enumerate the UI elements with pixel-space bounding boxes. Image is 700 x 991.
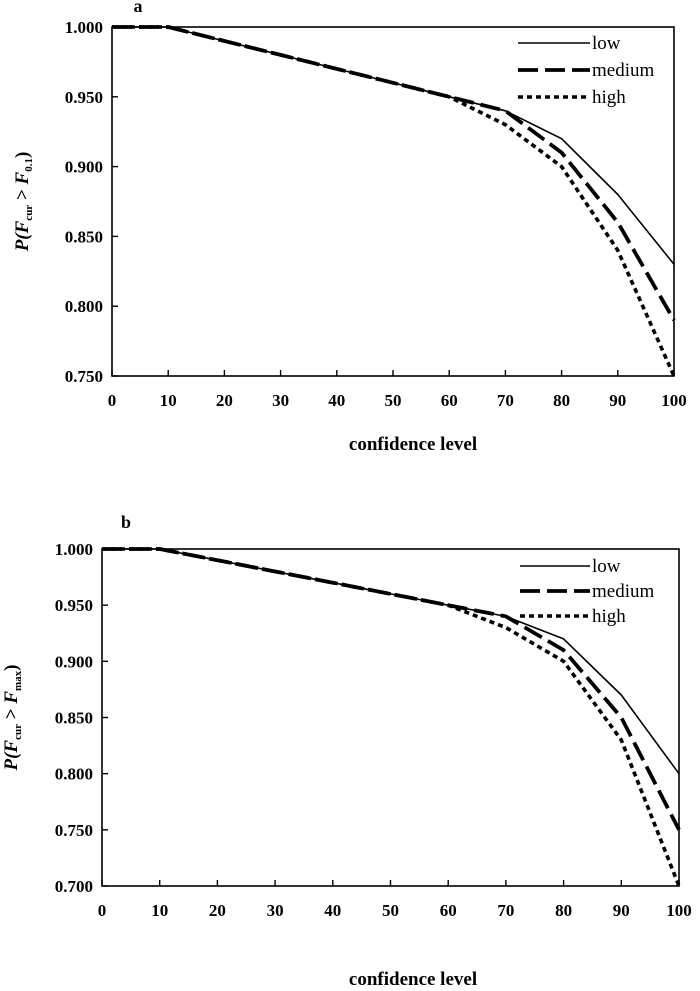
y-tick-label: 0.700 (55, 877, 93, 896)
legend-label-low: low (592, 556, 621, 577)
y-tick-label: 0.950 (65, 88, 103, 107)
x-tick-label: 60 (440, 901, 457, 920)
y-tick-label: 0.900 (65, 158, 103, 177)
series-line-low (112, 26, 675, 265)
x-tick-label: 50 (382, 901, 399, 920)
x-tick-label: 80 (553, 391, 570, 410)
x-tick-label: 0 (98, 901, 107, 920)
y-axis-title: P(Fcur > F0.1) (12, 152, 35, 253)
y-axis-title-gt: > (12, 184, 33, 204)
series-line-high (102, 547, 681, 887)
y-axis-title-p: P( (12, 232, 33, 253)
y-axis-title-sub: max (12, 670, 24, 691)
legend-label-medium: medium (592, 581, 654, 602)
y-tick-label: 0.800 (65, 297, 103, 316)
panel-letter: a (134, 0, 143, 16)
x-tick-label: 40 (324, 901, 341, 920)
y-axis-title-f: F (1, 740, 22, 754)
chart-panel-a: a 0 10 20 30 40 50 60 70 80 90 100 0.750 0.800 0.850 0.… (12, 0, 687, 455)
x-axis-title: confidence level (349, 434, 477, 455)
y-axis-title-close: ) (1, 664, 22, 670)
y-tick-label: 0.900 (55, 652, 93, 671)
x-tick-label: 70 (497, 391, 514, 410)
x-tick-label: 30 (272, 391, 289, 410)
x-tick-label: 70 (497, 901, 514, 920)
x-tick-label: 10 (151, 901, 168, 920)
series-line-medium (102, 547, 681, 831)
y-tick-label: 0.850 (65, 227, 103, 246)
y-tick-label: 0.800 (55, 765, 93, 784)
y-axis-title: P(Fcur > Fmax) (1, 664, 24, 771)
x-tick-label: 40 (328, 391, 345, 410)
y-axis-title-sub: cur (12, 724, 24, 740)
legend-label-medium: medium (592, 60, 654, 81)
x-tick-label: 10 (160, 391, 177, 410)
x-tick-label: 90 (613, 901, 630, 920)
plot-frame (111, 26, 675, 377)
series-line-high (112, 25, 676, 377)
x-axis-title: confidence level (349, 969, 477, 990)
x-tick-label: 100 (666, 901, 692, 920)
x-tick-label: 80 (555, 901, 572, 920)
y-axis-title-f: F (12, 220, 33, 234)
x-tick-label: 20 (216, 391, 233, 410)
y-tick-label: 1.000 (55, 540, 93, 559)
x-tick-label: 90 (609, 391, 626, 410)
y-tick-label: 1.000 (65, 18, 103, 37)
y-axis-title-sub: 0.1 (23, 158, 35, 172)
y-axis-title-p: P( (1, 751, 22, 772)
x-tick-label: 30 (267, 901, 284, 920)
panel-letter: b (121, 512, 131, 532)
y-tick-label: 0.750 (65, 367, 103, 386)
y-tick-label: 0.750 (55, 821, 93, 840)
x-tick-label: 0 (108, 391, 117, 410)
y-axis-title-sub: cur (23, 205, 35, 221)
x-tick-label: 60 (441, 391, 458, 410)
legend-label-high: high (592, 87, 626, 108)
legend-label-high: high (592, 606, 626, 627)
legend-label-low: low (592, 33, 621, 54)
y-tick-label: 0.850 (55, 709, 93, 728)
x-tick-label: 20 (209, 901, 226, 920)
y-axis-title-close: ) (12, 152, 33, 158)
y-axis-title-f: F (1, 691, 22, 705)
x-tick-label: 100 (661, 391, 687, 410)
chart-panel-b: b 0 10 20 30 40 50 60 70 80 90 100 0.700 0.750 0.800 0.… (1, 512, 692, 990)
x-tick-label: 50 (385, 391, 402, 410)
y-axis-title-gt: > (1, 704, 22, 724)
y-tick-label: 0.950 (55, 596, 93, 615)
y-axis-title-f: F (12, 171, 33, 185)
